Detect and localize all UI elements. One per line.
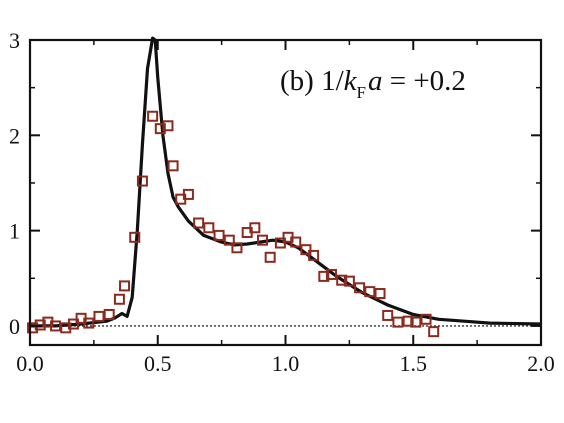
data-point (203, 222, 215, 234)
data-point (308, 249, 320, 261)
data-point (213, 229, 225, 241)
x-tick-label: 1.0 (272, 351, 300, 376)
tick-labels: 0.0 0.5 1.0 1.5 2.0 0 1 2 3 (9, 28, 555, 376)
x-tick-label: 1.5 (400, 351, 428, 376)
data-point (67, 318, 79, 330)
data-point (264, 251, 276, 263)
data-point (50, 320, 62, 332)
annotation-subscript: F (357, 83, 366, 102)
data-point (136, 175, 148, 187)
y-tick-label: 0 (9, 314, 20, 339)
data-point (354, 282, 366, 294)
panel-annotation: (b) 1/kFa = +0.2 (280, 65, 466, 102)
data-point (343, 275, 355, 287)
data-point (392, 316, 404, 328)
data-point (83, 317, 95, 329)
data-point (129, 231, 141, 243)
data-point (193, 217, 205, 229)
data-point (103, 309, 115, 320)
data-point (382, 309, 394, 321)
data-point (290, 236, 302, 248)
data-point (420, 313, 432, 325)
data-point (113, 293, 125, 305)
data-point (147, 110, 159, 122)
y-tick-label: 1 (9, 219, 20, 244)
data-point (318, 270, 330, 282)
data-point (93, 310, 105, 322)
annotation-suffix: = +0.2 (382, 65, 465, 97)
data-point (119, 280, 131, 292)
data-point (167, 160, 179, 172)
data-point (428, 326, 440, 338)
data-point (374, 288, 386, 300)
data-point (257, 234, 269, 246)
x-tick-label: 0.0 (16, 351, 44, 376)
data-point (325, 268, 337, 280)
plot-area (27, 36, 542, 338)
y-tick-label: 2 (9, 123, 20, 148)
annotation-a: a (368, 65, 383, 97)
x-tick-label: 2.0 (527, 351, 555, 376)
data-point (249, 222, 261, 234)
y-tick-label: 3 (9, 28, 20, 53)
data-point (402, 315, 414, 327)
data-point (300, 244, 312, 256)
data-point (231, 242, 243, 254)
data-point (336, 274, 348, 286)
x-tick-label: 0.5 (144, 351, 172, 376)
annotation-k: k (344, 65, 358, 97)
data-point (162, 120, 174, 132)
data-point (410, 316, 422, 328)
data-point (182, 188, 194, 200)
data-point (27, 322, 39, 334)
data-point (223, 234, 235, 246)
annotation-prefix: (b) 1/ (280, 65, 345, 97)
axis-ticks (29, 39, 542, 345)
data-point (154, 123, 166, 135)
data-point (364, 286, 376, 298)
data-point (274, 237, 286, 249)
